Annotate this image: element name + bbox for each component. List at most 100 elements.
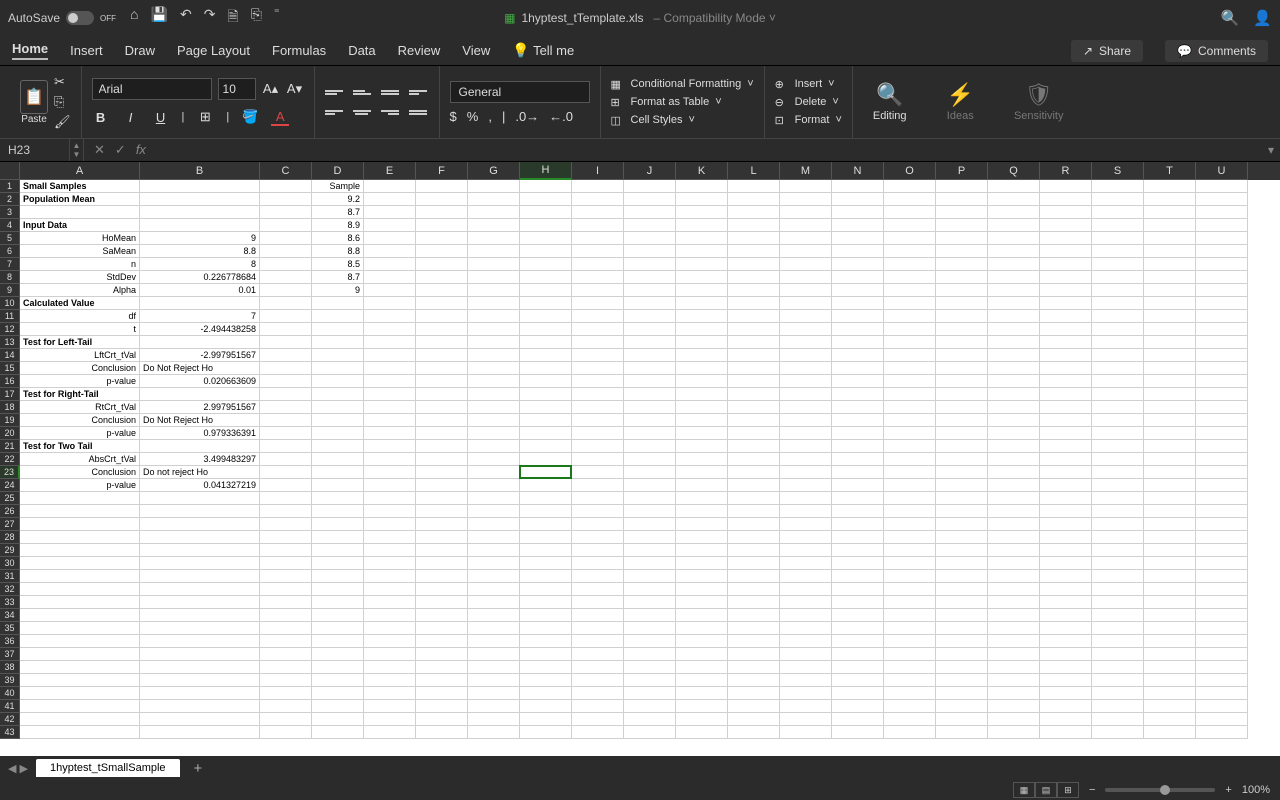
cell[interactable]: 8.8 — [140, 245, 260, 258]
cell[interactable] — [416, 453, 468, 466]
cell[interactable] — [260, 453, 312, 466]
cell[interactable] — [468, 726, 520, 739]
editing-button[interactable]: 🔍Editing — [863, 82, 917, 122]
delete-button[interactable]: ⊖Delete ˅ — [775, 96, 842, 108]
cell[interactable] — [520, 609, 572, 622]
cell[interactable] — [468, 401, 520, 414]
cell[interactable] — [884, 258, 936, 271]
cell[interactable] — [312, 583, 364, 596]
cell[interactable] — [312, 349, 364, 362]
cell[interactable] — [1196, 596, 1248, 609]
cell[interactable] — [624, 245, 676, 258]
cell[interactable] — [1092, 414, 1144, 427]
cell[interactable] — [780, 323, 832, 336]
cell[interactable] — [1144, 284, 1196, 297]
cell[interactable] — [364, 440, 416, 453]
cell[interactable]: 7 — [140, 310, 260, 323]
cell[interactable] — [520, 635, 572, 648]
cell[interactable] — [676, 622, 728, 635]
tab-data[interactable]: Data — [348, 43, 375, 58]
row-header[interactable]: 4 — [0, 219, 20, 232]
cell[interactable] — [988, 687, 1040, 700]
cell[interactable] — [20, 596, 140, 609]
cell[interactable] — [884, 440, 936, 453]
cell[interactable] — [728, 726, 780, 739]
cell[interactable] — [780, 401, 832, 414]
cell[interactable] — [260, 674, 312, 687]
cell[interactable] — [1144, 258, 1196, 271]
column-header[interactable]: T — [1144, 162, 1196, 180]
cell[interactable]: 0.020663609 — [140, 375, 260, 388]
cell[interactable] — [364, 258, 416, 271]
cell[interactable] — [728, 232, 780, 245]
cell[interactable] — [468, 232, 520, 245]
cell[interactable] — [936, 687, 988, 700]
cell[interactable]: Do not reject Ho — [140, 466, 260, 479]
cell[interactable] — [1144, 180, 1196, 193]
cell[interactable] — [20, 726, 140, 739]
cell[interactable] — [1196, 336, 1248, 349]
cell[interactable] — [884, 401, 936, 414]
cell[interactable] — [520, 349, 572, 362]
cell[interactable] — [1144, 713, 1196, 726]
cell[interactable] — [364, 232, 416, 245]
cell[interactable] — [1040, 180, 1092, 193]
cell[interactable] — [884, 596, 936, 609]
cell[interactable] — [676, 674, 728, 687]
cell[interactable] — [468, 193, 520, 206]
cell[interactable]: df — [20, 310, 140, 323]
cell[interactable] — [572, 414, 624, 427]
cell[interactable] — [988, 492, 1040, 505]
cell[interactable] — [20, 622, 140, 635]
cell[interactable] — [832, 557, 884, 570]
cell[interactable] — [936, 427, 988, 440]
cell[interactable] — [832, 544, 884, 557]
cell[interactable] — [520, 687, 572, 700]
cell[interactable] — [832, 596, 884, 609]
cell[interactable] — [676, 388, 728, 401]
cell[interactable] — [988, 427, 1040, 440]
cell[interactable] — [780, 713, 832, 726]
cell[interactable] — [468, 570, 520, 583]
cell[interactable] — [520, 310, 572, 323]
cell[interactable] — [520, 193, 572, 206]
cell[interactable] — [1144, 661, 1196, 674]
cell[interactable] — [312, 700, 364, 713]
cell[interactable] — [468, 661, 520, 674]
cell[interactable] — [624, 258, 676, 271]
cell[interactable] — [468, 713, 520, 726]
cell[interactable] — [988, 518, 1040, 531]
cell[interactable] — [572, 323, 624, 336]
cell[interactable] — [140, 557, 260, 570]
cell[interactable] — [988, 531, 1040, 544]
cell[interactable] — [1040, 583, 1092, 596]
cell[interactable] — [364, 336, 416, 349]
cell[interactable] — [832, 349, 884, 362]
cell[interactable] — [1144, 427, 1196, 440]
cell[interactable] — [312, 557, 364, 570]
cell[interactable] — [988, 206, 1040, 219]
cell[interactable]: Sample — [312, 180, 364, 193]
cell[interactable] — [728, 362, 780, 375]
cell[interactable] — [1196, 206, 1248, 219]
home-icon[interactable]: ⌂ — [130, 6, 138, 30]
cell[interactable] — [728, 453, 780, 466]
cell[interactable] — [728, 440, 780, 453]
cell[interactable] — [832, 648, 884, 661]
cell[interactable] — [572, 271, 624, 284]
cell[interactable] — [936, 271, 988, 284]
cell[interactable] — [1144, 674, 1196, 687]
cell[interactable] — [936, 700, 988, 713]
cell[interactable] — [1196, 674, 1248, 687]
cell[interactable] — [884, 700, 936, 713]
cell[interactable] — [20, 206, 140, 219]
cell[interactable] — [468, 453, 520, 466]
cell[interactable] — [416, 570, 468, 583]
cell[interactable] — [1040, 349, 1092, 362]
row-header[interactable]: 34 — [0, 609, 20, 622]
cell[interactable] — [1040, 336, 1092, 349]
comments-button[interactable]: 💬 Comments — [1165, 40, 1268, 62]
cell[interactable] — [364, 648, 416, 661]
cell[interactable] — [364, 219, 416, 232]
cell[interactable]: p-value — [20, 479, 140, 492]
